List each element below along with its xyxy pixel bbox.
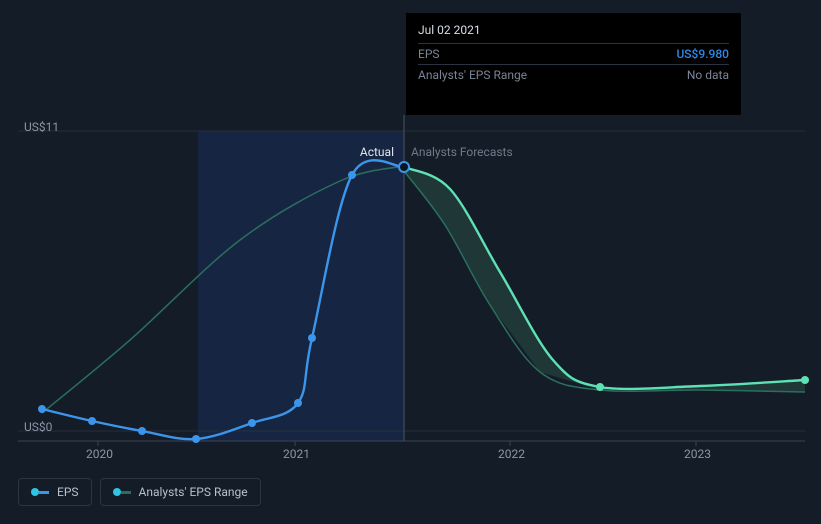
chart-legend: EPS Analysts' EPS Range: [18, 478, 261, 506]
legend-label-range: Analysts' EPS Range: [139, 485, 248, 499]
tooltip-date: Jul 02 2021: [418, 23, 729, 37]
x-tick-label-2021: 2021: [283, 447, 310, 461]
tooltip-label-eps: EPS: [418, 47, 440, 61]
x-tick-label-2022: 2022: [498, 447, 525, 461]
tooltip-row-range: Analysts' EPS Range No data: [418, 64, 729, 85]
legend-swatch-range: [113, 488, 131, 496]
legend-item-eps[interactable]: EPS: [18, 478, 92, 506]
section-label-forecast: Analysts Forecasts: [411, 145, 513, 159]
legend-dot-icon: [31, 488, 39, 496]
legend-dot-icon: [113, 488, 121, 496]
tooltip-row-eps: EPS US$9.980: [418, 43, 729, 64]
tooltip-value-eps: US$9.980: [676, 47, 729, 61]
x-tick-label-2020: 2020: [86, 447, 113, 461]
y-tick-label-0: US$0: [24, 420, 52, 434]
section-label-actual: Actual: [360, 145, 394, 159]
legend-label-eps: EPS: [57, 485, 79, 499]
y-tick-label-11: US$11: [24, 120, 59, 134]
legend-bar-icon: [39, 491, 49, 494]
eps-chart: US$11 US$0 2020 2021 2022 2023 Actual An…: [0, 0, 821, 520]
legend-item-range[interactable]: Analysts' EPS Range: [100, 478, 261, 506]
legend-bar-icon: [121, 491, 131, 494]
tooltip-label-range: Analysts' EPS Range: [418, 68, 527, 82]
x-tick-label-2023: 2023: [684, 447, 711, 461]
tooltip-value-range: No data: [687, 68, 729, 82]
legend-swatch-eps: [31, 488, 49, 496]
chart-tooltip: Jul 02 2021 EPS US$9.980 Analysts' EPS R…: [406, 13, 741, 115]
